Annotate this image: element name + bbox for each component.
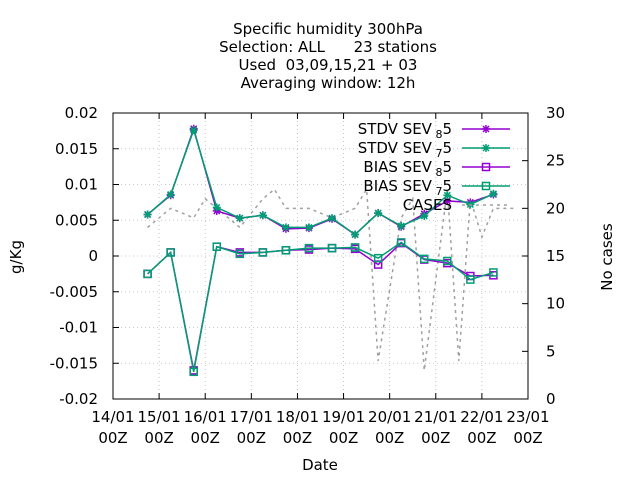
data-point-square xyxy=(443,256,452,266)
data-point-star xyxy=(281,223,290,232)
data-point-square xyxy=(489,268,498,277)
y2-axis-label: No cases xyxy=(598,223,616,291)
data-point-star xyxy=(420,211,429,220)
legend-label: BIAS SEV 85 xyxy=(363,158,452,179)
data-point-square xyxy=(189,367,198,377)
data-point-star xyxy=(351,230,360,239)
title-line-3: Used 03,09,15,21 + 03 xyxy=(239,56,418,74)
x-tick-label: 16/01 xyxy=(184,408,227,426)
data-point-square xyxy=(281,246,291,255)
y2-tick-label: 25 xyxy=(546,152,565,170)
legend-label: BIAS SEV 75 xyxy=(363,177,452,198)
x-tick-label: 17/01 xyxy=(230,408,273,426)
y2-tick-label: 15 xyxy=(546,247,565,265)
title-line-2: Selection: ALL 23 stations xyxy=(219,38,437,56)
data-point-square xyxy=(481,181,491,191)
x-tick-label: 00Z xyxy=(237,429,266,447)
series-4 xyxy=(147,186,517,371)
series-1 xyxy=(143,126,498,239)
data-point-star xyxy=(189,126,198,135)
x-tick-label: 00Z xyxy=(98,429,127,447)
x-axis-label: Date xyxy=(302,456,338,474)
x-tick-label: 00Z xyxy=(144,429,173,447)
x-tick-label: 00Z xyxy=(283,429,312,447)
y-tick-label: 0.015 xyxy=(55,140,98,158)
data-point-square xyxy=(235,249,245,259)
data-point-star xyxy=(374,209,383,218)
x-tick-label: 00Z xyxy=(513,429,542,447)
data-point-star xyxy=(328,214,337,223)
x-tick-label: 00Z xyxy=(329,429,358,447)
plot-frame xyxy=(112,112,529,400)
data-point-square xyxy=(143,269,152,279)
data-point-square xyxy=(212,242,221,251)
x-tick-label: 18/01 xyxy=(276,408,319,426)
y2-tick-label: 30 xyxy=(546,104,565,122)
data-point-square xyxy=(166,248,175,257)
x-tick-label: 23/01 xyxy=(506,408,549,426)
y-tick-label: -0.015 xyxy=(50,354,98,372)
series-3 xyxy=(143,238,498,377)
x-tick-label: 19/01 xyxy=(322,408,365,426)
data-point-square xyxy=(481,162,491,172)
x-tick-label: 21/01 xyxy=(414,408,457,426)
legend-label: STDV SEV 75 xyxy=(358,139,452,160)
series-line xyxy=(147,242,494,371)
legend-label: STDV SEV 85 xyxy=(358,120,452,141)
x-tick-label: 00Z xyxy=(421,429,450,447)
y2-tick-label: 0 xyxy=(546,390,556,408)
y-tick-label: 0.01 xyxy=(65,176,98,194)
data-point-star xyxy=(482,144,490,152)
data-point-square xyxy=(396,238,406,247)
x-tick-label: 00Z xyxy=(375,429,404,447)
y-tick-label: -0.01 xyxy=(59,319,98,337)
series-line xyxy=(147,186,517,371)
title-line-1: Specific humidity 300hPa xyxy=(233,20,423,38)
y-tick-label: -0.02 xyxy=(59,390,98,408)
data-point-star xyxy=(443,191,452,200)
data-point-star xyxy=(443,196,452,205)
x-tick-label: 00Z xyxy=(191,429,220,447)
chart-title: Specific humidity 300hPa Selection: ALL … xyxy=(219,20,437,92)
data-point-star xyxy=(258,211,267,220)
y2-tick-label: 10 xyxy=(546,295,565,313)
data-point-square xyxy=(258,248,268,257)
x-tick-label: 22/01 xyxy=(460,408,503,426)
data-point-square xyxy=(466,275,475,284)
plot-area xyxy=(143,124,517,377)
x-tick-label: 00Z xyxy=(467,429,496,447)
data-point-star xyxy=(482,125,490,133)
data-point-square xyxy=(327,243,337,253)
data-point-square xyxy=(420,254,429,264)
x-tick-label: 20/01 xyxy=(368,408,411,426)
data-point-star xyxy=(212,203,221,212)
data-point-star xyxy=(143,210,152,219)
legend-label: CASES xyxy=(403,196,452,214)
data-point-square xyxy=(350,243,360,252)
data-point-star xyxy=(397,221,406,230)
data-point-star xyxy=(235,214,244,223)
title-line-4: Averaging window: 12h xyxy=(241,74,416,92)
data-point-star xyxy=(166,190,175,199)
y-tick-label: -0.005 xyxy=(50,283,98,301)
data-point-square xyxy=(304,243,314,253)
axes: 14/01 00Z 15/01 00Z 16/01 00Z 17/01 00Z 18/01 00Z… xyxy=(50,104,565,447)
data-point-star xyxy=(304,223,313,232)
data-point-star xyxy=(489,189,498,198)
y-tick-label: 0 xyxy=(88,247,98,265)
series-line xyxy=(147,127,494,236)
y-tick-label: 0.005 xyxy=(55,211,98,229)
y2-tick-label: 20 xyxy=(546,199,565,217)
series-line xyxy=(147,241,494,372)
y-axis-label: g/Kg xyxy=(7,240,25,274)
y-tick-label: 0.02 xyxy=(65,104,98,122)
x-tick-label: 14/01 xyxy=(91,408,134,426)
x-tick-label: 15/01 xyxy=(137,408,180,426)
data-point-square xyxy=(373,253,383,263)
y2-tick-label: 5 xyxy=(546,342,556,360)
